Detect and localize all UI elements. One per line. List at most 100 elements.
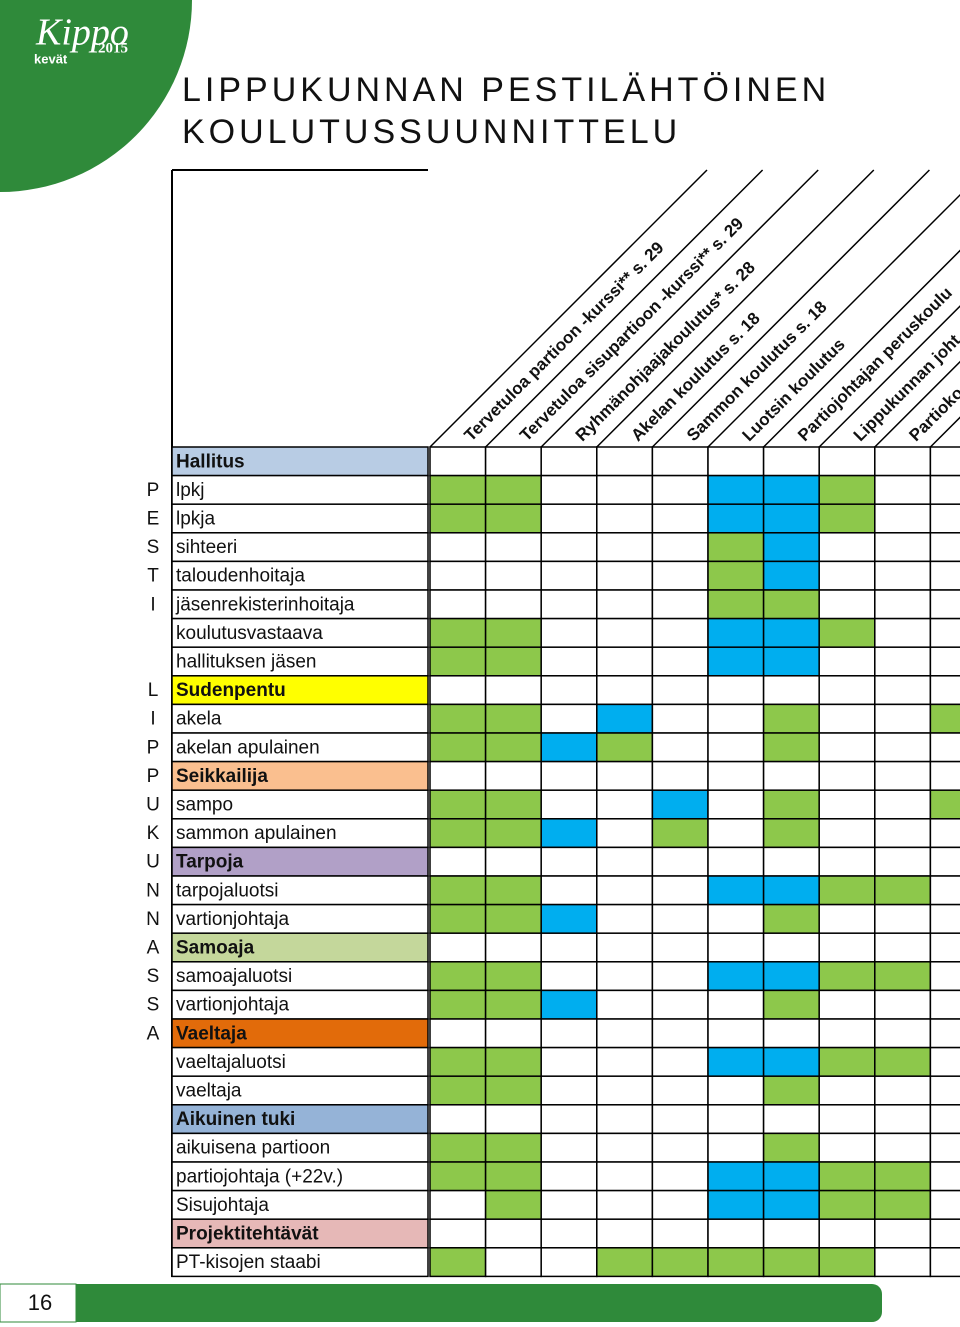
matrix-cell	[874, 1189, 932, 1220]
matrix-cell	[429, 446, 487, 477]
matrix-cell	[540, 532, 598, 563]
matrix-cell	[707, 1161, 765, 1192]
matrix-cell	[651, 474, 709, 505]
row-label: Projektitehtävät	[176, 1224, 319, 1245]
row-label: lpkja	[176, 509, 216, 530]
header-divider	[429, 169, 708, 448]
matrix-cell	[596, 932, 654, 963]
side-letter: I	[150, 594, 155, 615]
matrix-cell	[929, 589, 960, 620]
matrix-cell	[707, 1075, 765, 1106]
row-label-cell	[171, 760, 429, 791]
matrix-cell	[596, 1218, 654, 1249]
matrix-cell	[818, 646, 876, 677]
matrix-cell	[762, 560, 820, 591]
matrix-cell	[540, 1018, 598, 1049]
matrix-cell	[651, 732, 709, 763]
matrix-cell	[596, 646, 654, 677]
side-letter: U	[146, 795, 160, 816]
row-label: hallituksen jäsen	[176, 652, 316, 673]
matrix-cell	[540, 1046, 598, 1077]
matrix-cell	[651, 617, 709, 648]
matrix-cell	[651, 675, 709, 706]
matrix-cell	[818, 1132, 876, 1163]
row-label: vaeltaja	[176, 1081, 242, 1102]
matrix-cell	[596, 1161, 654, 1192]
matrix-cell	[651, 589, 709, 620]
row-label-cell	[171, 675, 429, 706]
row-label: samoajaluotsi	[176, 966, 292, 987]
matrix-cell	[874, 732, 932, 763]
matrix-cell	[762, 1132, 820, 1163]
matrix-cell	[874, 903, 932, 934]
row-label: Vaeltaja	[176, 1023, 247, 1044]
matrix-cell	[874, 1046, 932, 1077]
matrix-cell	[651, 846, 709, 877]
matrix-cell	[818, 1161, 876, 1192]
matrix-cell	[874, 760, 932, 791]
side-letter: A	[147, 938, 160, 959]
matrix-cell	[707, 1247, 765, 1278]
matrix-cell	[874, 1247, 932, 1278]
row-label: aikuisena partioon	[176, 1138, 330, 1159]
matrix-cell	[762, 1218, 820, 1249]
matrix-cell	[762, 875, 820, 906]
matrix-cell	[874, 846, 932, 877]
row-label-cell	[171, 1218, 429, 1249]
matrix-cell	[707, 989, 765, 1020]
matrix-cell	[429, 732, 487, 763]
matrix-cell	[874, 932, 932, 963]
matrix-cell	[651, 903, 709, 934]
matrix-cell	[818, 503, 876, 534]
row-label: Sisujohtaja	[176, 1195, 269, 1216]
row-label-cell	[171, 474, 429, 505]
matrix-cell	[818, 932, 876, 963]
row-label: jäsenrekisterinhoitaja	[175, 594, 355, 615]
header-divider	[818, 305, 960, 448]
matrix-cell	[484, 1189, 542, 1220]
matrix-cell	[429, 760, 487, 791]
matrix-cell	[707, 446, 765, 477]
matrix-cell	[929, 503, 960, 534]
logo-name: Kippo	[35, 12, 129, 54]
matrix-cell	[929, 875, 960, 906]
matrix-cell	[818, 446, 876, 477]
row-label-cell	[171, 989, 429, 1020]
matrix-cell	[874, 646, 932, 677]
row-label-cell	[171, 1075, 429, 1106]
matrix-cell	[818, 1247, 876, 1278]
matrix-cell	[596, 1104, 654, 1135]
matrix-cell	[596, 1189, 654, 1220]
matrix-cell	[596, 875, 654, 906]
matrix-cell	[484, 1018, 542, 1049]
matrix-cell	[596, 961, 654, 992]
matrix-cell	[762, 760, 820, 791]
matrix-cell	[818, 818, 876, 849]
matrix-cell	[596, 560, 654, 591]
matrix-cell	[484, 589, 542, 620]
matrix-cell	[818, 732, 876, 763]
matrix-cell	[540, 760, 598, 791]
matrix-cell	[651, 1046, 709, 1077]
matrix-cell	[818, 1018, 876, 1049]
row-label: Tarpoja	[176, 852, 244, 873]
matrix-cell	[429, 1104, 487, 1135]
matrix-cell	[540, 1104, 598, 1135]
matrix-cell	[762, 503, 820, 534]
matrix-cell	[762, 789, 820, 820]
matrix-cell	[429, 961, 487, 992]
matrix-cell	[651, 1218, 709, 1249]
row-label: Seikkailija	[176, 766, 268, 787]
matrix-cell	[484, 846, 542, 877]
matrix-cell	[929, 903, 960, 934]
matrix-cell	[540, 1247, 598, 1278]
matrix-cell	[596, 789, 654, 820]
matrix-cell	[707, 932, 765, 963]
matrix-cell	[429, 1046, 487, 1077]
matrix-cell	[540, 732, 598, 763]
logo-season: kevät	[34, 51, 68, 66]
matrix-cell	[707, 1189, 765, 1220]
matrix-cell	[874, 474, 932, 505]
matrix-cell	[429, 1018, 487, 1049]
